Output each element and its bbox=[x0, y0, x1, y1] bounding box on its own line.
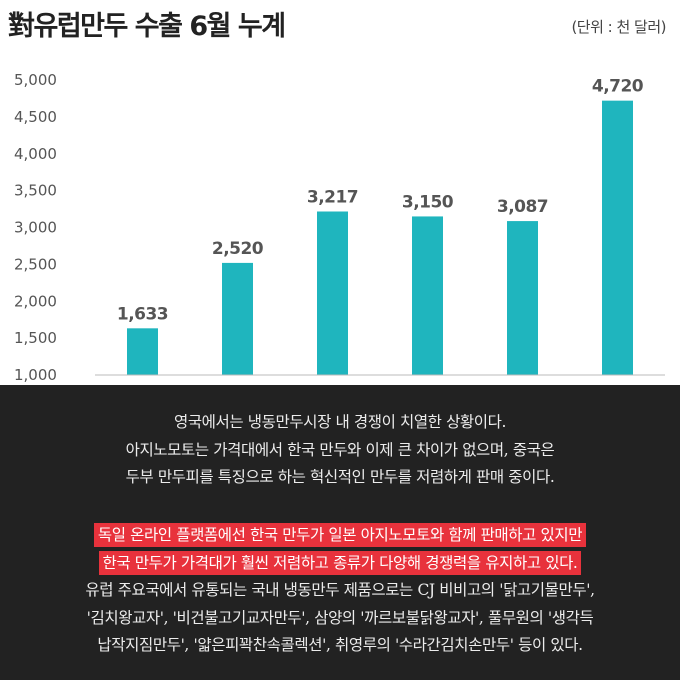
article-text-panel: 영국에서는 냉동만두시장 내 경쟁이 치열한 상황이다. 아지노모토는 가격대에… bbox=[0, 385, 680, 680]
article-line: 유럽 주요국에서 유통되는 국내 냉동만두 제품으로는 CJ 비비고의 '닭고기… bbox=[85, 581, 595, 599]
chart-title: 對유럽만두 수출 6월 누계 bbox=[8, 11, 286, 42]
y-tick-label: 2,000 bbox=[14, 292, 57, 310]
y-tick-label: 5,000 bbox=[14, 71, 57, 89]
y-tick-label: 1,000 bbox=[14, 366, 57, 384]
article-line: '김치왕교자', '비건불고기교자만두', 삼양의 '까르보불닭왕교자', 풀무… bbox=[86, 608, 594, 627]
bar bbox=[507, 221, 538, 375]
chart-panel: 對유럽만두 수출 6월 누계 (단위 : 천 달러) 1,000 1,500 2,0… bbox=[8, 11, 667, 384]
highlighted-line: 한국 만두가 가격대가 훨씬 저렴하고 종류가 다양해 경쟁력을 유지하고 있다… bbox=[98, 550, 582, 575]
bar bbox=[127, 328, 158, 375]
article-paragraph-2: 독일 온라인 플랫폼에선 한국 만두가 일본 아지노모토와 함께 판매하고 있지… bbox=[0, 522, 680, 660]
article-line: 아지노모토는 가격대에서 한국 만두와 이제 큰 차이가 없으며, 중국은 bbox=[125, 440, 555, 459]
article-line: 두부 만두피를 특징으로 하는 혁신적인 만두를 저렴하게 판매 중이다. bbox=[125, 468, 555, 486]
y-tick-label: 4,000 bbox=[14, 145, 57, 163]
bar-series bbox=[127, 100, 633, 376]
bar bbox=[412, 216, 443, 375]
bar-chart: 1,000 1,500 2,000 2,500 3,000 3,500 4,000 4,500… bbox=[14, 71, 665, 384]
bar bbox=[602, 100, 633, 376]
y-axis: 1,000 1,500 2,000 2,500 3,000 3,500 4,000 4,500… bbox=[14, 71, 57, 384]
article-paragraph-1: 영국에서는 냉동만두시장 내 경쟁이 치열한 상황이다. 아지노모토는 가격대에… bbox=[0, 409, 680, 492]
bar bbox=[317, 211, 348, 375]
value-labels: 1,633 2,520 3,217 3,150 3,087 4,720 bbox=[117, 77, 644, 325]
bar bbox=[222, 262, 253, 375]
y-tick-label: 3,000 bbox=[14, 219, 57, 237]
y-tick-label: 3,500 bbox=[14, 182, 57, 200]
bar-value-label: 3,217 bbox=[307, 187, 358, 207]
highlighted-line: 독일 온라인 플랫폼에선 한국 만두가 일본 아지노모토와 함께 판매하고 있지… bbox=[93, 523, 587, 547]
y-tick-label: 1,500 bbox=[14, 329, 57, 347]
bar-value-label: 2,520 bbox=[212, 239, 264, 259]
bar-value-label: 1,633 bbox=[117, 304, 168, 324]
y-tick-label: 4,500 bbox=[14, 108, 57, 126]
article-line: 영국에서는 냉동만두시장 내 경쟁이 치열한 상황이다. bbox=[173, 413, 507, 431]
y-tick-label: 2,500 bbox=[14, 255, 57, 273]
bar-value-label: 3,150 bbox=[402, 192, 454, 212]
chart-unit-label: (단위 : 천 달러) bbox=[571, 18, 666, 36]
bar-value-label: 4,720 bbox=[592, 77, 644, 97]
bar-value-label: 3,087 bbox=[497, 197, 548, 217]
article-line: 납작지짐만두', '얇은피꽉찬속콜렉션', 취영루의 '수라간김치손만두' 등이… bbox=[97, 636, 583, 654]
